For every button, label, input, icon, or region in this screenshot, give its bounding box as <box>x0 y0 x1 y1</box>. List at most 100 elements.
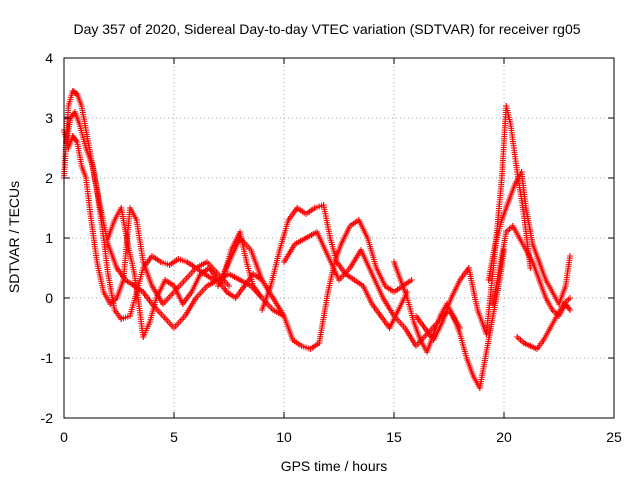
data-point <box>182 277 188 283</box>
series-satellite-track-11 <box>490 223 573 319</box>
data-point <box>373 265 380 271</box>
data-point <box>105 235 111 241</box>
data-point <box>127 313 133 319</box>
data-point <box>562 283 569 289</box>
chart-title: Day 357 of 2020, Sidereal Day-to-day VTE… <box>73 21 580 37</box>
data-point <box>311 205 318 211</box>
data-point <box>536 277 543 283</box>
data-point <box>542 295 549 301</box>
data-point <box>483 349 490 355</box>
data-point <box>518 169 525 175</box>
data-point <box>567 253 573 259</box>
data-point <box>276 247 283 253</box>
data-point <box>94 259 100 265</box>
data-point <box>377 313 384 319</box>
data-point <box>549 289 556 295</box>
data-point <box>523 247 529 253</box>
data-point <box>540 337 547 343</box>
y-tick-label: -2 <box>41 410 54 426</box>
data-point <box>369 271 375 277</box>
x-tick-label: 10 <box>276 429 292 445</box>
data-point <box>303 235 309 241</box>
data-point <box>386 325 393 331</box>
data-point <box>542 277 549 283</box>
data-point <box>294 205 301 211</box>
data-point <box>232 295 239 301</box>
x-axis-label: GPS time / hours <box>281 458 388 474</box>
data-point <box>149 253 155 259</box>
data-point <box>100 289 107 295</box>
data-point <box>490 301 496 307</box>
data-point <box>146 319 153 325</box>
data-point <box>188 289 195 295</box>
data-point <box>485 277 492 283</box>
data-point <box>204 283 210 289</box>
data-point <box>327 235 334 241</box>
data-point <box>439 319 446 325</box>
data-point <box>402 325 408 331</box>
data-point <box>509 223 516 229</box>
data-point <box>380 295 386 301</box>
data-point <box>69 88 76 94</box>
data-point <box>430 337 437 343</box>
data-point <box>347 265 353 271</box>
data-point <box>166 262 173 268</box>
data-point <box>333 259 340 265</box>
data-point <box>474 307 481 313</box>
data-point <box>520 340 527 346</box>
data-point <box>131 271 138 277</box>
data-point <box>413 313 419 319</box>
data-point <box>369 301 375 307</box>
data-point <box>505 199 512 205</box>
data-point <box>113 295 120 301</box>
data-point <box>492 241 499 247</box>
data-point <box>281 313 287 319</box>
data-point <box>193 295 199 301</box>
data-point <box>226 259 232 265</box>
data-point <box>536 259 543 265</box>
data-point <box>118 316 125 322</box>
data-point <box>248 283 254 289</box>
data-point <box>450 313 457 319</box>
series-satellite-track-9 <box>413 103 534 343</box>
data-point <box>171 325 177 331</box>
data-point <box>549 307 556 313</box>
data-point <box>65 145 72 151</box>
data-point <box>184 259 191 265</box>
data-point <box>226 271 232 277</box>
data-point <box>567 295 573 301</box>
data-point <box>410 319 417 325</box>
data-point <box>78 163 85 169</box>
data-point <box>204 259 210 265</box>
data-point <box>514 334 521 340</box>
x-tick-label: 15 <box>386 429 402 445</box>
data-point <box>470 373 477 379</box>
data-point <box>72 109 78 115</box>
data-point <box>529 259 536 265</box>
series-satellite-track-3 <box>61 127 232 307</box>
data-point <box>567 307 573 313</box>
data-point <box>248 247 254 253</box>
data-point <box>553 313 560 319</box>
data-point <box>157 259 164 265</box>
data-point <box>408 277 415 283</box>
data-point <box>424 349 430 355</box>
data-point <box>503 229 510 235</box>
data-point <box>140 334 147 340</box>
data-point <box>292 241 298 247</box>
data-point <box>303 211 309 217</box>
data-point <box>226 283 232 289</box>
data-point <box>215 283 221 289</box>
data-point <box>105 241 111 247</box>
data-point <box>325 253 331 259</box>
data-point <box>250 271 257 277</box>
data-point <box>285 217 292 223</box>
data-point <box>338 241 345 247</box>
data-point <box>113 265 120 271</box>
x-tick-label: 25 <box>606 429 622 445</box>
data-point <box>160 301 166 307</box>
data-point <box>534 346 540 352</box>
data-point <box>397 277 404 283</box>
data-point <box>507 121 514 127</box>
